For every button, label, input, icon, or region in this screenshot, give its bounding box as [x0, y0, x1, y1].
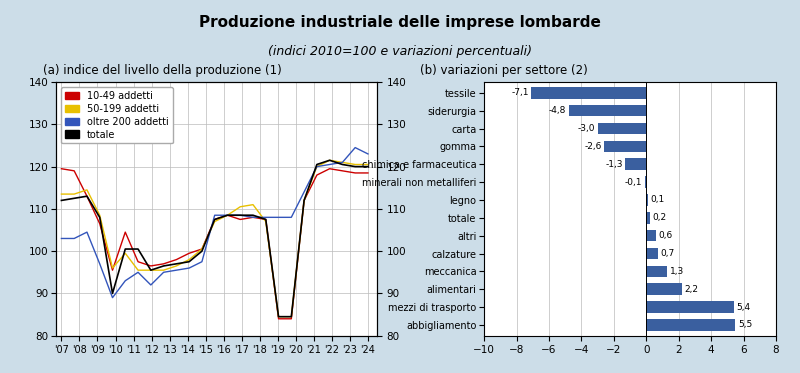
Text: (b) variazioni per settore (2): (b) variazioni per settore (2): [420, 64, 588, 77]
Bar: [531, 87, 646, 98]
Text: 5,4: 5,4: [736, 303, 750, 311]
Text: 0,6: 0,6: [658, 231, 673, 240]
Bar: [646, 283, 682, 295]
Bar: [646, 301, 734, 313]
Legend: 10-49 addetti, 50-199 addetti, oltre 200 addetti, totale: 10-49 addetti, 50-199 addetti, oltre 200…: [61, 87, 173, 144]
Text: 0,1: 0,1: [650, 195, 665, 204]
Bar: [626, 159, 646, 170]
Text: 0,7: 0,7: [660, 249, 674, 258]
Text: 2,2: 2,2: [685, 285, 698, 294]
Bar: [569, 105, 646, 116]
Bar: [646, 266, 667, 277]
Text: -3,0: -3,0: [578, 124, 595, 133]
Text: -0,1: -0,1: [625, 178, 642, 186]
Text: 5,5: 5,5: [738, 320, 752, 329]
Bar: [646, 230, 656, 241]
Text: 0,2: 0,2: [652, 213, 666, 222]
Bar: [646, 212, 650, 224]
Bar: [604, 141, 646, 152]
Text: -4,8: -4,8: [549, 106, 566, 115]
Bar: [645, 176, 646, 188]
Text: (a) indice del livello della produzione (1): (a) indice del livello della produzione …: [43, 64, 282, 77]
Text: (indici 2010=100 e variazioni percentuali): (indici 2010=100 e variazioni percentual…: [268, 45, 532, 58]
Text: -2,6: -2,6: [584, 142, 602, 151]
Text: -1,3: -1,3: [606, 160, 623, 169]
Bar: [646, 319, 735, 331]
Bar: [646, 194, 648, 206]
Text: -7,1: -7,1: [511, 88, 529, 97]
Text: Produzione industriale delle imprese lombarde: Produzione industriale delle imprese lom…: [199, 15, 601, 30]
Bar: [598, 123, 646, 134]
Bar: [646, 248, 658, 259]
Text: 1,3: 1,3: [670, 267, 684, 276]
